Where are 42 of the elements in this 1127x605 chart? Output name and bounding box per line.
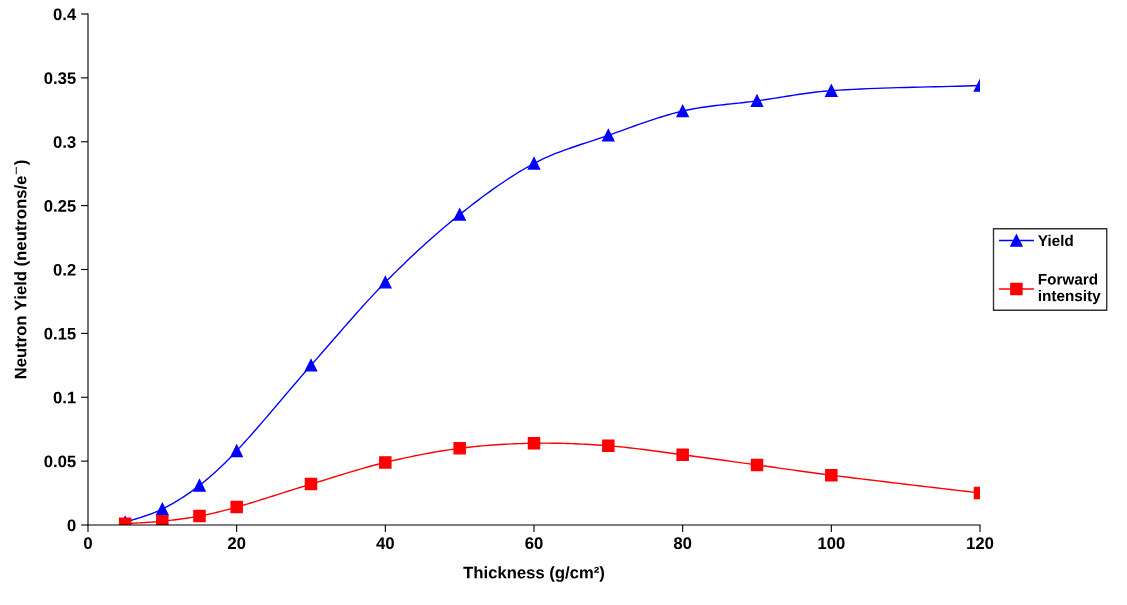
point (193, 479, 206, 492)
point (750, 458, 764, 472)
point (156, 502, 169, 516)
point (379, 276, 392, 289)
point (304, 477, 318, 491)
y-tick-label: 0 (67, 519, 76, 532)
x-tick-label: 100 (818, 537, 845, 550)
point (750, 94, 764, 108)
x-tick-label: 120 (967, 537, 994, 550)
legend-label: Forward intensity (1038, 273, 1101, 305)
point (379, 456, 392, 469)
point (527, 157, 541, 170)
point (230, 444, 243, 458)
y-tick-label: 0.4 (53, 8, 77, 21)
y-tick-label: 0.05 (44, 455, 76, 468)
y-tick-label: 0.25 (44, 200, 76, 212)
point (453, 208, 466, 221)
x-axis-title: Thickness (g/cm²) (463, 566, 605, 582)
x-tick-label: 80 (673, 537, 692, 550)
point (527, 436, 541, 450)
y-tick-label: 0.1 (53, 391, 76, 404)
point (825, 84, 838, 97)
point (676, 104, 689, 118)
y-tick-label: 0.2 (53, 263, 76, 276)
y-tick-label: 0.15 (44, 327, 76, 340)
point (825, 468, 838, 482)
point (602, 439, 615, 453)
point (193, 509, 206, 523)
point (453, 442, 466, 455)
point (602, 129, 615, 142)
x-tick-label: 20 (227, 537, 246, 550)
x-tick-label: 0 (84, 537, 92, 550)
point (676, 448, 689, 461)
legend-label: Yield (1038, 234, 1073, 247)
point (156, 514, 169, 525)
y-tick-label: 0.35 (44, 72, 76, 85)
x-tick-label: 40 (376, 537, 394, 550)
y-tick-label: 0.3 (53, 136, 76, 148)
x-tick-label: 60 (525, 537, 543, 550)
point (230, 500, 243, 514)
point (304, 359, 318, 372)
y-axis-title: Neutron Yield (neutrons/e$^{−}$) (14, 160, 30, 379)
